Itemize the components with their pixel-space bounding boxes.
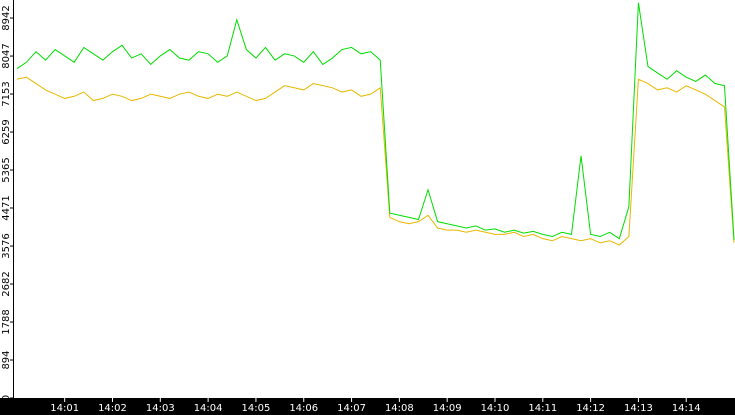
x-tick-label: 14:04 (194, 403, 223, 414)
x-axis-bar (0, 398, 735, 415)
y-tick-label: 5365 (1, 157, 12, 182)
x-tick-label: 14:05 (242, 403, 271, 414)
x-tick-label: 14:08 (385, 403, 414, 414)
x-tick-label: 14:03 (146, 403, 175, 414)
y-tick-label: 2682 (1, 271, 12, 296)
x-tick-label: 14:06 (289, 403, 318, 414)
x-tick-label: 14:02 (98, 403, 127, 414)
y-tick-label: 1788 (1, 309, 12, 334)
x-tick-label: 14:12 (576, 403, 605, 414)
x-tick-label: 14:11 (528, 403, 557, 414)
y-tick-label: 894 (1, 350, 12, 369)
y-tick-label: 7153 (1, 81, 12, 106)
x-tick-label: 14:09 (433, 403, 462, 414)
y-tick-label: 0 (1, 395, 12, 401)
y-tick-label: 8047 (1, 43, 12, 68)
x-tick-label: 14:07 (337, 403, 366, 414)
series-line (16, 2, 735, 241)
y-tick-label: 3576 (1, 233, 12, 258)
y-tick-label: 8942 (1, 5, 12, 30)
y-tick-label: 6259 (1, 119, 12, 144)
x-tick-label: 14:14 (672, 403, 701, 414)
x-tick-label: 14:10 (481, 403, 510, 414)
x-tick-label: 14:13 (624, 403, 653, 414)
series-line (16, 76, 735, 246)
x-tick-label: 14:01 (50, 403, 79, 414)
y-tick-label: 4471 (1, 195, 12, 220)
